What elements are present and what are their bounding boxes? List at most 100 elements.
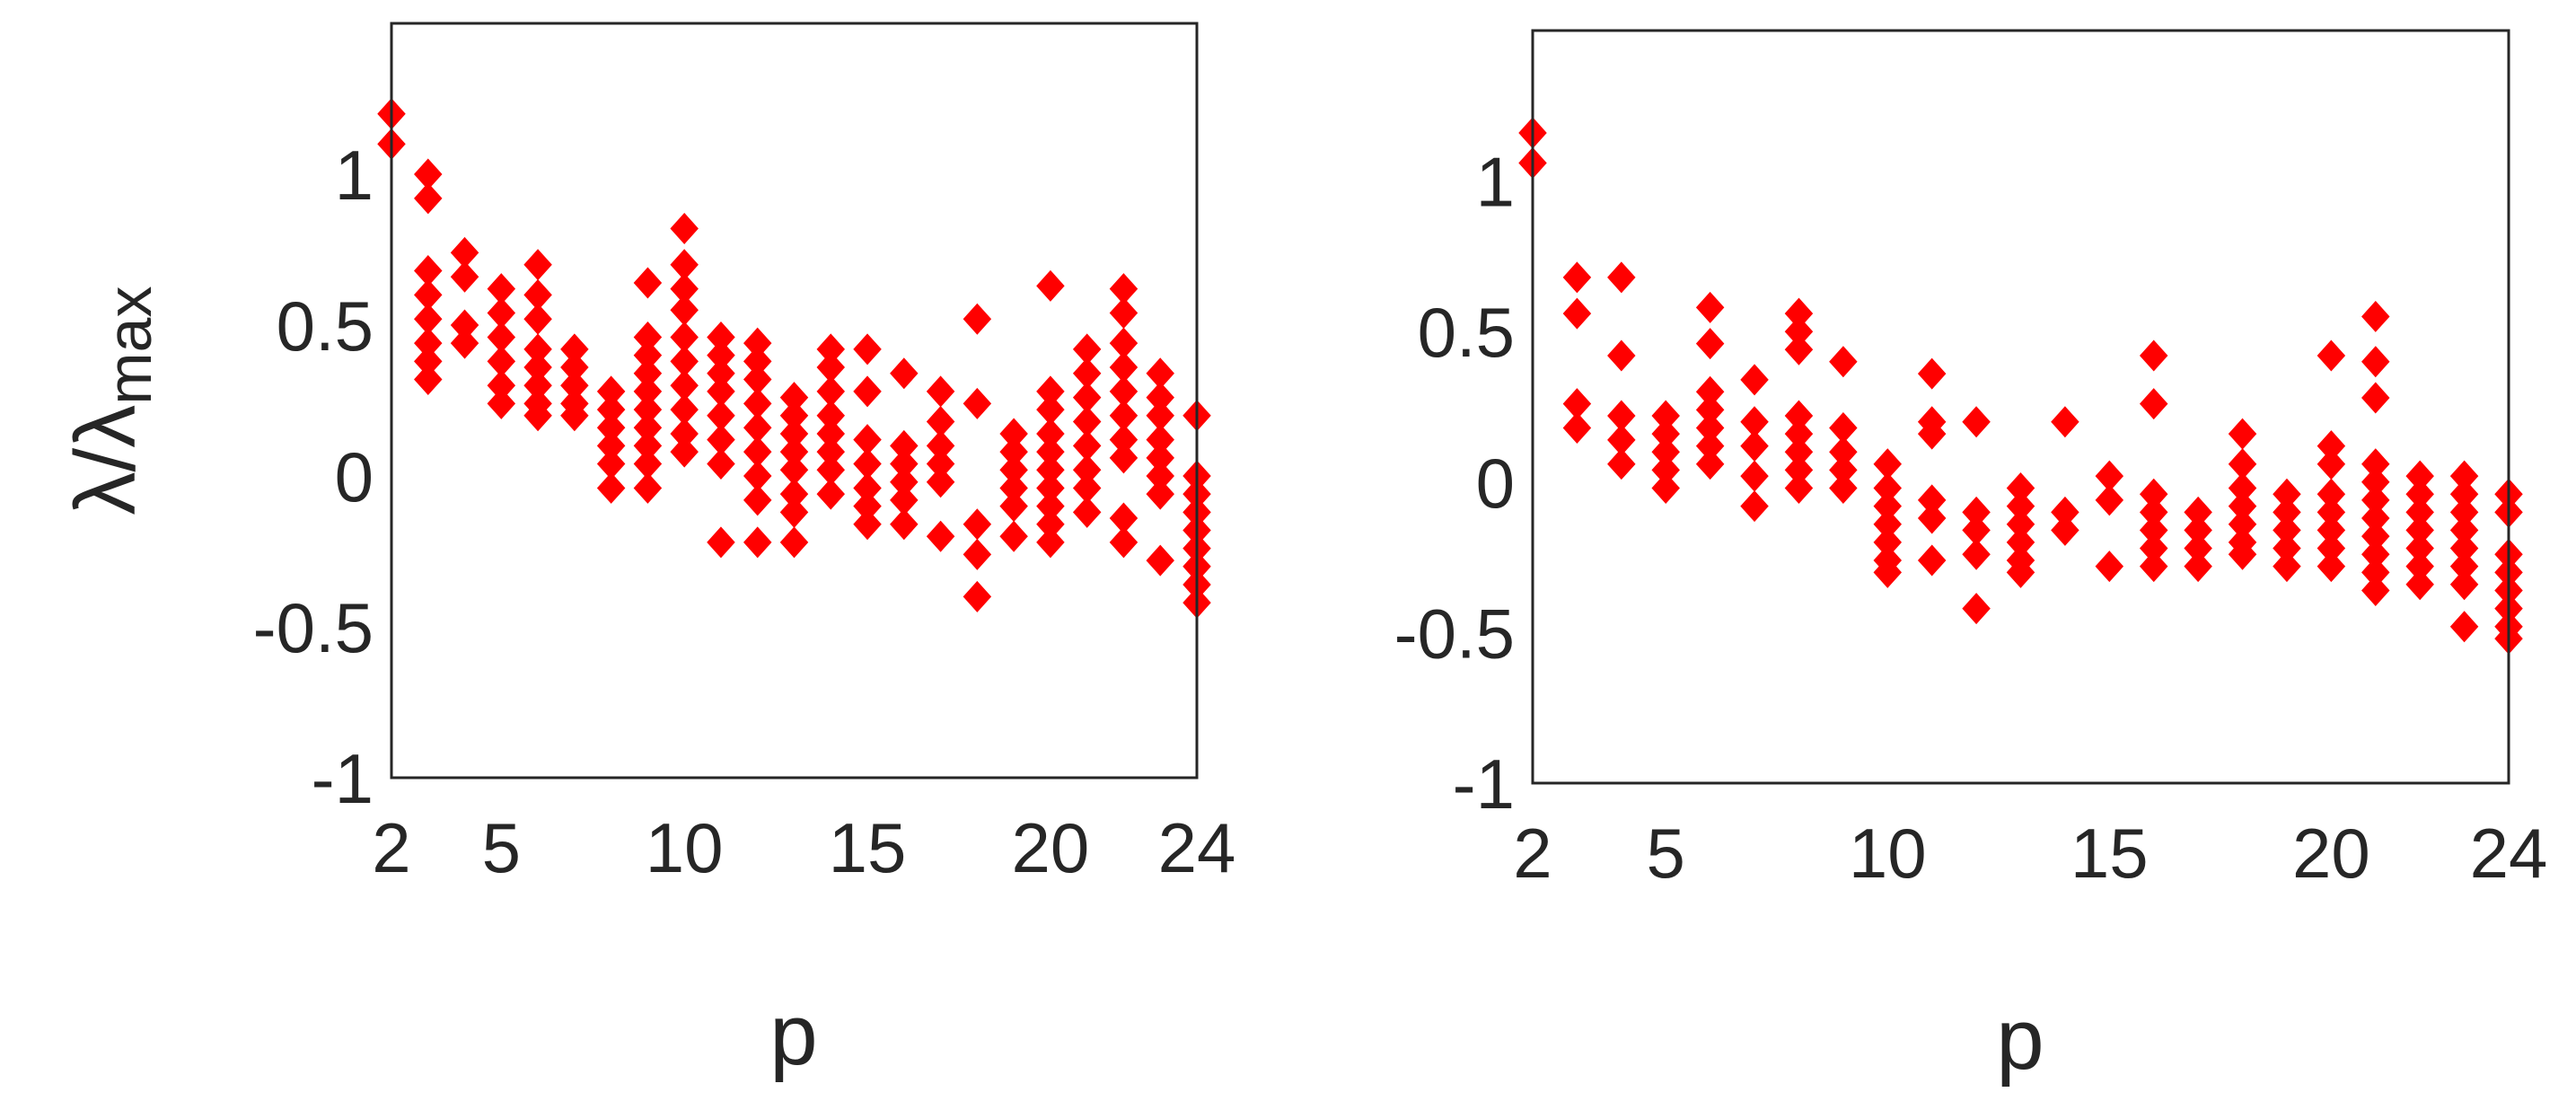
data-point: [2228, 538, 2257, 570]
data-point: [523, 400, 552, 432]
data-point: [2095, 484, 2124, 516]
data-point: [743, 526, 772, 559]
data-point: [963, 580, 992, 612]
data-point: [1962, 538, 1991, 570]
y-tick-label: 0.5: [1418, 293, 1515, 372]
data-point: [2361, 346, 2390, 378]
x-tick-label: 24: [2470, 814, 2548, 893]
x-tick-label: 15: [2070, 814, 2149, 893]
data-point: [2361, 574, 2390, 606]
data-point: [450, 327, 479, 359]
data-point: [560, 400, 589, 432]
data-point: [523, 303, 552, 335]
data-point: [779, 496, 809, 528]
right-plot-border: [1531, 29, 2510, 785]
data-point: [2139, 551, 2168, 583]
data-point: [1146, 544, 1174, 577]
data-point: [743, 484, 772, 516]
x-tick-label: 2: [372, 808, 410, 887]
data-point: [2228, 418, 2257, 450]
data-point: [707, 448, 735, 480]
y-tick-label: 1: [335, 136, 374, 215]
data-point: [1829, 346, 1858, 378]
data-point: [963, 538, 992, 570]
data-point: [2051, 514, 2079, 546]
data-point: [926, 375, 955, 408]
y-axis-label-main: λ/λ: [57, 405, 154, 515]
data-point: [670, 212, 699, 244]
data-point: [1072, 496, 1102, 528]
data-point: [1146, 478, 1174, 510]
data-point: [999, 520, 1028, 552]
data-point: [2139, 339, 2168, 372]
left-data-points: [377, 98, 1211, 619]
right-data-points: [1518, 117, 2523, 655]
data-point: [487, 387, 516, 419]
data-point: [2273, 551, 2301, 583]
data-point: [853, 375, 882, 408]
data-point: [707, 526, 735, 559]
data-point: [926, 520, 955, 552]
data-point: [2317, 448, 2346, 480]
data-point: [1917, 418, 1947, 450]
y-tick-label: 0: [335, 437, 374, 516]
data-point: [1562, 297, 1592, 330]
data-point: [414, 182, 443, 215]
data-point: [670, 436, 699, 468]
x-tick-label: 10: [646, 808, 724, 887]
data-point: [1562, 261, 1592, 294]
x-tick-label: 15: [829, 808, 907, 887]
data-point: [816, 478, 846, 510]
data-point: [1740, 490, 1769, 523]
data-point: [1607, 339, 1636, 372]
data-point: [2317, 551, 2346, 583]
data-point: [1036, 526, 1065, 559]
data-point: [1740, 430, 1769, 462]
data-point: [1607, 261, 1636, 294]
data-point: [1695, 328, 1725, 360]
data-point: [1917, 502, 1947, 534]
data-point: [890, 508, 919, 541]
data-point: [2361, 300, 2390, 332]
data-point: [890, 357, 919, 390]
right-x-axis-label: p: [1996, 991, 2044, 1088]
data-point: [1109, 442, 1139, 474]
data-point: [2184, 551, 2212, 583]
right-y-tick-labels: -1 -0.5 0 0.5 1: [1394, 143, 1515, 824]
data-point: [963, 303, 992, 335]
data-point: [999, 490, 1028, 523]
x-tick-label: 5: [482, 808, 521, 887]
left-scatter-panel: 2 5 10 15 20 24 -1 -0.5 0 0.5 1 p λ/λmax: [57, 22, 1236, 1083]
y-tick-label: -0.5: [253, 588, 374, 667]
data-point: [2006, 556, 2035, 588]
x-tick-label: 20: [2292, 814, 2370, 893]
y-tick-label: -1: [312, 739, 374, 818]
right-scatter-panel: 2 5 10 15 20 24 -1 -0.5 0 0.5 1 p: [1394, 29, 2547, 1088]
y-tick-label: 0.5: [277, 286, 374, 366]
data-point: [1784, 472, 1814, 504]
data-point: [1873, 556, 1903, 588]
data-point: [1917, 544, 1947, 577]
data-point: [2139, 388, 2168, 420]
data-point: [1829, 472, 1858, 504]
left-plot-border: [390, 22, 1199, 780]
data-point: [1651, 472, 1680, 504]
left-y-tick-labels: -1 -0.5 0 0.5 1: [253, 136, 374, 818]
x-tick-label: 5: [1647, 814, 1685, 893]
y-tick-label: -0.5: [1394, 594, 1515, 673]
data-point: [1784, 333, 1814, 366]
data-point: [1740, 364, 1769, 396]
data-point: [926, 466, 955, 498]
data-point: [853, 333, 882, 366]
data-point: [1917, 357, 1947, 390]
data-point: [1036, 269, 1065, 302]
left-x-axis-label: p: [769, 987, 817, 1083]
data-point: [1109, 297, 1139, 330]
x-tick-label: 24: [1158, 808, 1236, 887]
data-point: [1109, 526, 1139, 559]
data-point: [2317, 339, 2346, 372]
right-x-tick-labels: 2 5 10 15 20 24: [1513, 814, 2547, 893]
data-point: [1562, 411, 1592, 444]
data-point: [1962, 406, 1991, 438]
left-y-axis-label: λ/λmax: [57, 286, 164, 515]
